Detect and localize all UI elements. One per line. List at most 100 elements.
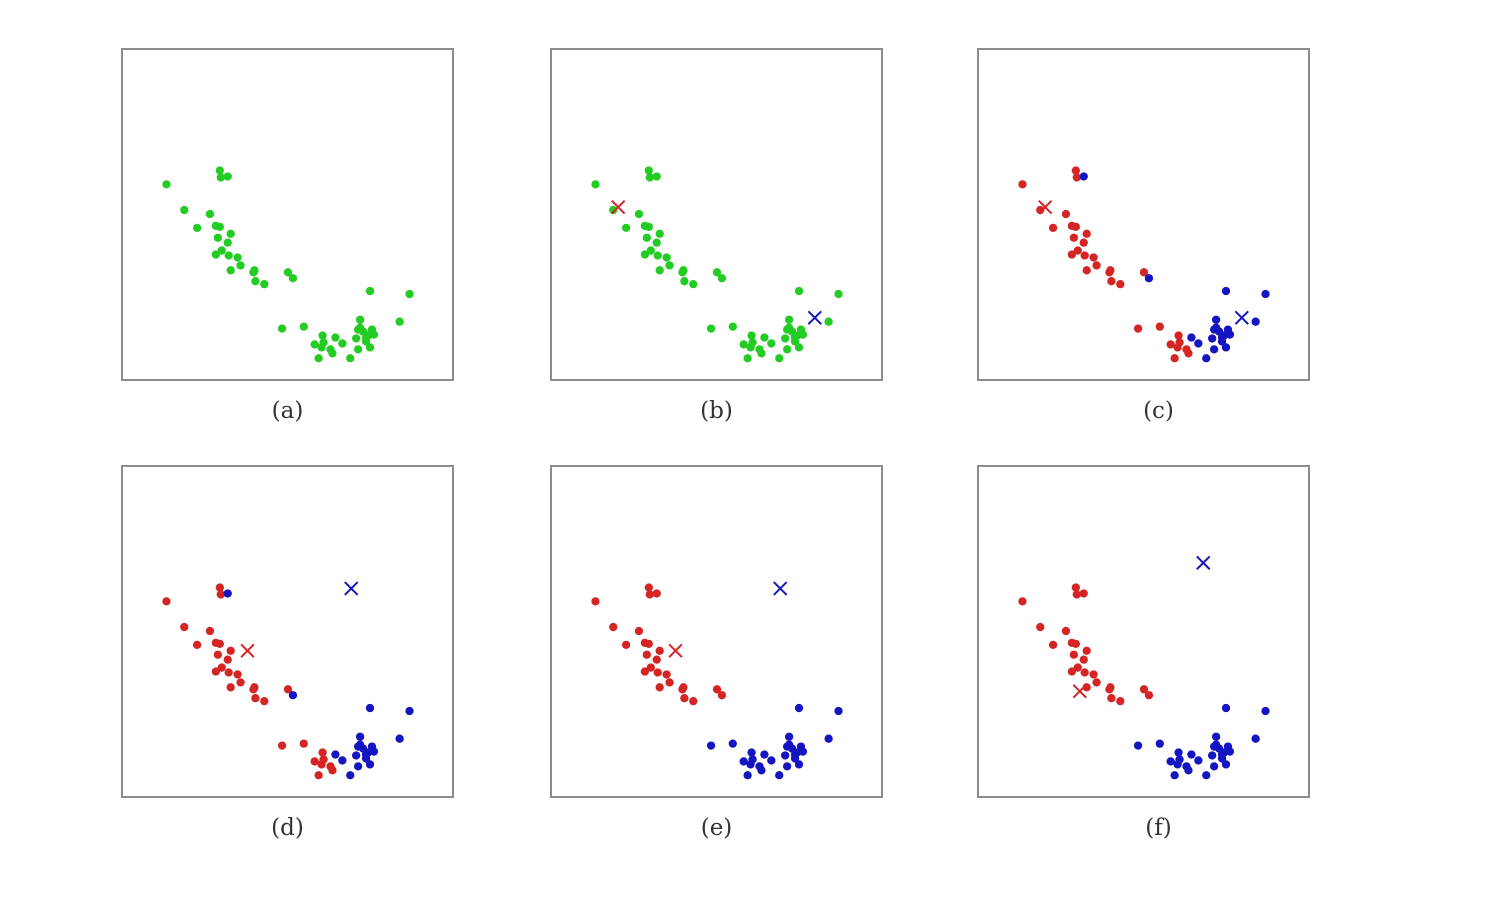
data-point-blue: [706, 741, 716, 750]
data-point-red: [1069, 650, 1078, 659]
data-point-red: [1073, 663, 1082, 672]
data-point-red: [216, 590, 225, 599]
data-point-red: [1079, 589, 1088, 598]
data-point-green: [223, 238, 232, 247]
data-point-green: [180, 205, 189, 215]
centroid-x-blue: [1234, 310, 1249, 325]
data-point-red: [1082, 646, 1091, 655]
data-point-green: [621, 223, 631, 232]
data-point-red: [213, 650, 222, 659]
data-point-red: [1061, 626, 1071, 636]
data-point-green: [655, 229, 664, 238]
data-point-blue: [1194, 756, 1203, 765]
data-point-green: [834, 289, 843, 299]
data-point-red: [319, 755, 328, 764]
scatter-plot-a: [162, 166, 414, 363]
data-point-red: [591, 597, 600, 606]
data-point-blue: [223, 589, 232, 598]
data-point-red: [1036, 205, 1045, 215]
data-point-red: [655, 683, 664, 692]
data-point-green: [226, 266, 235, 275]
data-point-green: [798, 330, 808, 339]
data-point-blue: [1209, 325, 1219, 334]
data-point-red: [1071, 583, 1080, 592]
data-point-green: [679, 266, 688, 275]
data-point-blue: [1225, 747, 1235, 756]
data-point-green: [644, 166, 653, 175]
data-point-red: [1079, 655, 1088, 664]
data-point-red: [1170, 354, 1179, 363]
data-point-blue: [405, 706, 414, 716]
data-point-green: [775, 354, 784, 363]
data-point-blue: [1221, 286, 1231, 296]
data-point-red: [1072, 590, 1081, 599]
data-point-green: [743, 354, 752, 363]
data-point-red: [1174, 331, 1183, 340]
data-point-red: [314, 771, 323, 780]
data-point-blue: [767, 756, 776, 765]
data-point-green: [361, 333, 371, 342]
data-point-red: [1092, 261, 1101, 270]
data-point-red: [318, 748, 327, 757]
data-point-green: [405, 289, 414, 299]
data-point-green: [216, 173, 225, 182]
data-point-red: [1092, 678, 1101, 687]
data-point-green: [652, 238, 661, 247]
data-point-green: [591, 180, 600, 189]
data-point-red: [310, 757, 319, 766]
data-point-red: [1018, 597, 1027, 606]
data-point-red: [640, 667, 650, 676]
data-point-red: [1082, 266, 1091, 275]
data-point-green: [706, 324, 716, 333]
data-point-red: [1036, 622, 1045, 632]
centroid-x-red: [1038, 199, 1053, 215]
data-point-green: [353, 345, 363, 354]
data-point-green: [331, 333, 340, 342]
data-point-green: [824, 317, 833, 326]
scatter-plot-b: [591, 166, 843, 363]
data-point-red: [1107, 277, 1116, 286]
data-point-red: [1071, 166, 1080, 175]
data-point-blue: [1187, 750, 1196, 759]
data-point-blue: [1211, 732, 1221, 741]
data-point-blue: [790, 750, 800, 759]
data-point-green: [634, 209, 644, 219]
scatter-plot-d: [162, 581, 414, 780]
data-point-green: [353, 325, 363, 334]
data-point-red: [653, 668, 662, 677]
data-point-green: [226, 229, 235, 238]
data-point-blue: [1261, 289, 1270, 299]
data-point-blue: [1217, 333, 1227, 342]
data-point-green: [251, 277, 260, 286]
data-point-red: [1106, 683, 1115, 692]
caption-b: (b): [700, 398, 733, 424]
data-point-red: [1071, 639, 1080, 648]
data-point-red: [680, 694, 689, 703]
data-point-green: [794, 343, 804, 352]
data-point-red: [662, 670, 671, 679]
data-point-red: [326, 762, 335, 771]
data-point-red: [215, 639, 224, 648]
data-point-red: [1048, 223, 1058, 232]
data-point-green: [689, 280, 698, 289]
data-point-green: [644, 222, 653, 231]
data-point-blue: [782, 762, 792, 771]
data-point-blue: [1251, 734, 1260, 743]
data-point-red: [646, 663, 655, 672]
data-point-green: [223, 172, 232, 181]
data-point-green: [260, 280, 269, 289]
data-point-red: [1069, 233, 1078, 242]
data-point-green: [299, 322, 308, 331]
data-point-green: [365, 286, 375, 296]
data-point-green: [250, 266, 259, 275]
data-point-red: [1079, 238, 1088, 247]
data-point-green: [233, 253, 242, 262]
data-point-green: [653, 251, 662, 260]
data-point-blue: [1187, 333, 1196, 342]
data-point-blue: [1208, 334, 1217, 343]
data-point-green: [310, 340, 319, 349]
data-point-green: [215, 222, 224, 231]
data-point-red: [1048, 640, 1058, 649]
data-point-red: [250, 683, 259, 692]
data-point-blue: [1221, 703, 1231, 713]
